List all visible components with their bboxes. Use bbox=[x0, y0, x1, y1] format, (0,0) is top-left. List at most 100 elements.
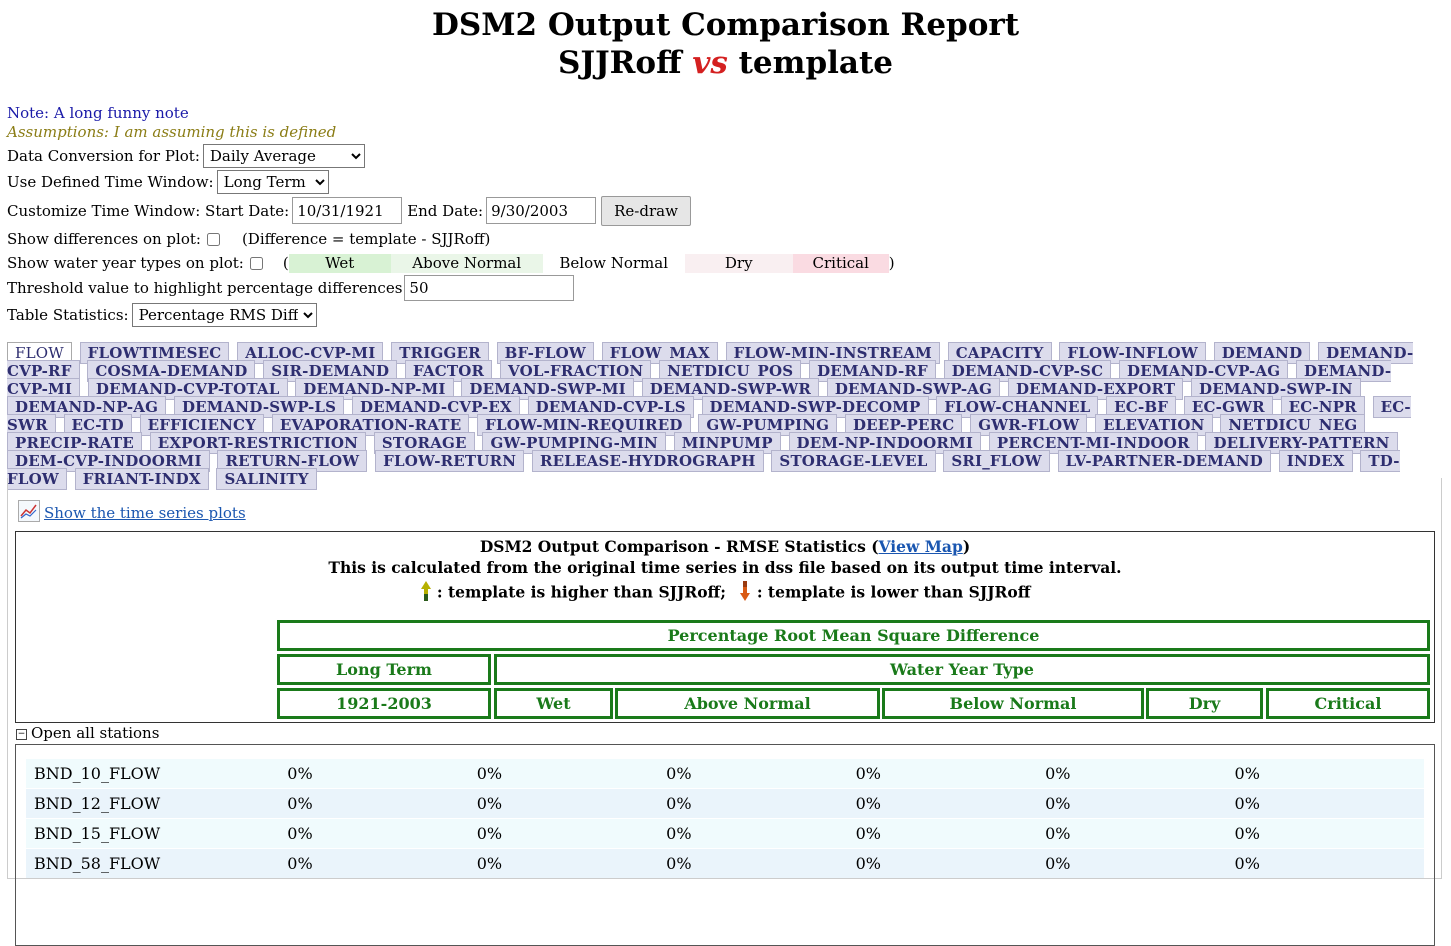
tab-demand-np-ag[interactable]: DEMAND-NP-AG bbox=[7, 396, 167, 418]
table-row[interactable]: BND_12_FLOW 0% 0% 0% 0% 0% 0% bbox=[26, 789, 1424, 818]
tab-evaporation-rate[interactable]: EVAPORATION-RATE bbox=[271, 414, 470, 436]
tab-index[interactable]: INDEX bbox=[1278, 450, 1353, 472]
tab-flow[interactable]: FLOW bbox=[7, 342, 72, 364]
header-water-year-type: Water Year Type bbox=[494, 654, 1430, 685]
tab-demand-cvp-total[interactable]: DEMAND-CVP-TOTAL bbox=[87, 378, 288, 400]
tab-demand-cvp-sc[interactable]: DEMAND-CVP-SC bbox=[943, 360, 1112, 382]
station-name[interactable]: BND_10_FLOW bbox=[34, 764, 161, 783]
threshold-input[interactable] bbox=[404, 274, 575, 301]
station-name[interactable]: BND_12_FLOW bbox=[34, 794, 161, 813]
differences-label: Show differences on plot: bbox=[7, 230, 201, 248]
tab-sri-flow[interactable]: SRI_FLOW bbox=[943, 450, 1050, 472]
base-name: SJJRoff bbox=[557, 45, 682, 81]
tab-flow-min-required[interactable]: FLOW-MIN-REQUIRED bbox=[477, 414, 691, 436]
station-value: 0% bbox=[855, 854, 882, 873]
station-name[interactable]: BND_58_FLOW bbox=[34, 854, 161, 873]
tab-demand-cvp-ls[interactable]: DEMAND-CVP-LS bbox=[527, 396, 694, 418]
tab-demand-swp-decomp[interactable]: DEMAND-SWP-DECOMP bbox=[701, 396, 929, 418]
tab-sir-demand[interactable]: SIR-DEMAND bbox=[263, 360, 398, 382]
tab-demand-cvp-ag[interactable]: DEMAND-CVP-AG bbox=[1119, 360, 1289, 382]
data-conversion-label: Data Conversion for Plot: bbox=[7, 146, 200, 165]
tab-trigger[interactable]: TRIGGER bbox=[391, 342, 489, 364]
tab-return-flow[interactable]: RETURN-FLOW bbox=[217, 450, 368, 472]
tab-vol-fraction[interactable]: VOL-FRACTION bbox=[500, 360, 652, 382]
tab-precip-rate[interactable]: PRECIP-RATE bbox=[7, 432, 142, 454]
tab-bf-flow[interactable]: BF-FLOW bbox=[496, 342, 594, 364]
tab-capacity[interactable]: CAPACITY bbox=[947, 342, 1052, 364]
data-conversion-select[interactable]: Daily Average bbox=[202, 143, 365, 168]
tab-cosma-demand[interactable]: COSMA-DEMAND bbox=[87, 360, 256, 382]
tab-ec-gwr[interactable]: EC-GWR bbox=[1183, 396, 1273, 418]
station-name[interactable]: BND_15_FLOW bbox=[34, 824, 161, 843]
tab-delivery-pattern[interactable]: DELIVERY-PATTERN bbox=[1205, 432, 1398, 454]
tab-deep-perc[interactable]: DEEP-PERC bbox=[844, 414, 963, 436]
tab-percent-mi-indoor[interactable]: PERCENT-MI-INDOOR bbox=[988, 432, 1198, 454]
tab-demand-rf[interactable]: DEMAND-RF bbox=[809, 360, 936, 382]
tab-storage[interactable]: STORAGE bbox=[373, 432, 475, 454]
stats-subtitle: This is calculated from the original tim… bbox=[328, 558, 1122, 577]
tab-lv-partner-demand[interactable]: LV-PARTNER-DEMAND bbox=[1057, 450, 1271, 472]
water-year-checkbox[interactable] bbox=[249, 256, 263, 270]
tab-salinity[interactable]: SALINITY bbox=[216, 468, 317, 490]
tab-gwr-flow[interactable]: GWR-FLOW bbox=[970, 414, 1088, 436]
wy-critical-swatch: Critical bbox=[792, 253, 889, 273]
tab-flow-return[interactable]: FLOW-RETURN bbox=[375, 450, 525, 472]
tab-demand-swp-in[interactable]: DEMAND-SWP-IN bbox=[1191, 378, 1361, 400]
show-plots-link[interactable]: Show the time series plots bbox=[44, 504, 246, 522]
station-value: 0% bbox=[855, 794, 882, 813]
tab-flow-min-instream[interactable]: FLOW-MIN-INSTREAM bbox=[725, 342, 940, 364]
tab-flow-inflow[interactable]: FLOW-INFLOW bbox=[1059, 342, 1206, 364]
table-stats-select[interactable]: Percentage RMS Diff bbox=[131, 302, 317, 327]
tab-flow-max[interactable]: FLOW_MAX bbox=[601, 342, 718, 364]
chart-icon[interactable] bbox=[18, 500, 40, 522]
view-map-link[interactable]: View Map bbox=[878, 537, 963, 556]
tab-flow-channel[interactable]: FLOW-CHANNEL bbox=[936, 396, 1099, 418]
tab-friant-indx[interactable]: FRIANT-INDX bbox=[74, 468, 209, 490]
tab-ec-bf[interactable]: EC-BF bbox=[1106, 396, 1177, 418]
tab-elevation[interactable]: ELEVATION bbox=[1095, 414, 1213, 436]
tab-storage-level[interactable]: STORAGE-LEVEL bbox=[771, 450, 936, 472]
report-title-line1: DSM2 Output Comparison Report bbox=[431, 7, 1020, 43]
end-date-input[interactable] bbox=[486, 197, 597, 224]
open-all-stations[interactable]: − Open all stations bbox=[16, 724, 160, 742]
tab-alloc-cvp-mi[interactable]: ALLOC-CVP-MI bbox=[237, 342, 384, 364]
tab-gw-pumping-min[interactable]: GW-PUMPING-MIN bbox=[482, 432, 666, 454]
tab-demand-export[interactable]: DEMAND-EXPORT bbox=[1007, 378, 1184, 400]
collapse-icon[interactable]: − bbox=[16, 728, 27, 740]
tab-demand-swp-wr[interactable]: DEMAND-SWP-WR bbox=[641, 378, 820, 400]
tab-dem-cvp-indoormi[interactable]: DEM-CVP-INDOORMI bbox=[7, 450, 210, 472]
tab-demand[interactable]: DEMAND bbox=[1213, 342, 1311, 364]
wy-dry-swatch: Dry bbox=[684, 253, 793, 273]
time-window-select[interactable]: Long Term bbox=[216, 170, 329, 194]
tab-dem-np-indoormi[interactable]: DEM-NP-INDOORMI bbox=[788, 432, 982, 454]
station-value: 0% bbox=[855, 824, 882, 843]
tab-netdicu-pos[interactable]: NETDICU_POS bbox=[659, 360, 802, 382]
tab-demand-np-mi[interactable]: DEMAND-NP-MI bbox=[295, 378, 454, 400]
tab-export-restriction[interactable]: EXPORT-RESTRICTION bbox=[149, 432, 367, 454]
tab-demand-swp-mi[interactable]: DEMAND-SWP-MI bbox=[461, 378, 634, 400]
tab-demand-cvp-ex[interactable]: DEMAND-CVP-EX bbox=[351, 396, 520, 418]
content-panel: Show the time series plots DSM2 Output C… bbox=[7, 478, 1442, 946]
arrow-down-icon bbox=[739, 580, 751, 607]
tab-ec-td[interactable]: EC-TD bbox=[63, 414, 132, 436]
start-date-input[interactable] bbox=[292, 197, 403, 224]
table-row[interactable]: BND_58_FLOW 0% 0% 0% 0% 0% 0% bbox=[26, 849, 1424, 878]
tab-release-hydrograph[interactable]: RELEASE-HYDROGRAPH bbox=[531, 450, 764, 472]
tab-demand-swp-ls[interactable]: DEMAND-SWP-LS bbox=[173, 396, 345, 418]
tab-ec-npr[interactable]: EC-NPR bbox=[1280, 396, 1365, 418]
tab-netdicu-neg[interactable]: NETDICU_NEG bbox=[1220, 414, 1366, 436]
tab-factor[interactable]: FACTOR bbox=[404, 360, 493, 382]
station-value: 0% bbox=[1045, 824, 1071, 843]
table-row[interactable]: BND_10_FLOW 0% 0% 0% 0% 0% 0% bbox=[26, 759, 1424, 788]
stats-legend: : template is higher than SJJRoff; : tem… bbox=[16, 580, 1434, 607]
tab-demand-swp-ag[interactable]: DEMAND-SWP-AG bbox=[826, 378, 1001, 400]
tab-efficiency[interactable]: EFFICIENCY bbox=[139, 414, 265, 436]
tab-flowtimesec[interactable]: FLOWTIMESEC bbox=[79, 342, 230, 364]
station-value: 0% bbox=[666, 794, 692, 813]
differences-checkbox[interactable] bbox=[206, 232, 220, 246]
table-row[interactable]: BND_15_FLOW 0% 0% 0% 0% 0% 0% bbox=[26, 819, 1424, 848]
water-year-close-paren: ) bbox=[888, 254, 895, 272]
tab-minpump[interactable]: MINPUMP bbox=[673, 432, 781, 454]
tab-gw-pumping[interactable]: GW-PUMPING bbox=[698, 414, 838, 436]
redraw-button[interactable]: Re-draw bbox=[601, 195, 691, 226]
